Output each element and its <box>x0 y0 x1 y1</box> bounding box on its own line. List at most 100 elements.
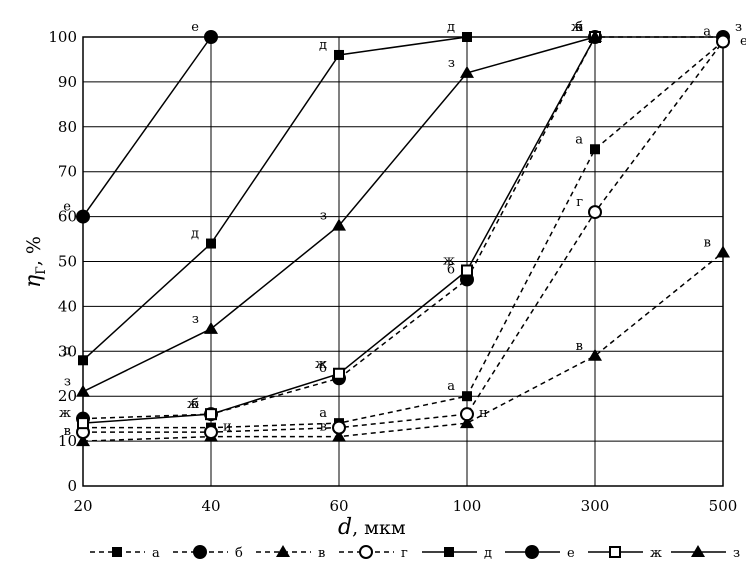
data-point <box>590 144 600 155</box>
data-point <box>76 209 90 224</box>
y-axis-unit: , % <box>23 236 45 266</box>
legend-label: е <box>567 546 575 561</box>
series-layer <box>76 30 730 447</box>
point-label: б <box>447 262 455 277</box>
data-point <box>461 264 473 277</box>
legend-label: д <box>484 546 492 561</box>
point-label: ж <box>59 406 71 421</box>
x-tick-label: 40 <box>201 497 220 515</box>
point-label: д <box>319 38 327 53</box>
legend-marker <box>112 547 122 557</box>
data-point <box>460 65 474 78</box>
y-tick-label: 50 <box>58 253 77 271</box>
legend-label: з <box>733 546 740 561</box>
y-tick-label: 100 <box>48 28 77 46</box>
y-tick-label: 10 <box>58 432 77 450</box>
legend-label: а <box>152 546 160 561</box>
x-tick-label: 500 <box>709 497 738 515</box>
data-point <box>332 218 346 231</box>
point-label: з <box>320 209 327 224</box>
data-point <box>204 30 218 44</box>
data-point <box>462 32 472 42</box>
point-label: ж <box>443 253 455 268</box>
legend-item-д: д <box>422 546 492 561</box>
data-point <box>78 355 88 366</box>
y-axis-var: η <box>21 275 46 288</box>
point-label: б <box>319 361 327 376</box>
point-label: ж <box>315 357 327 372</box>
plot-frame <box>82 36 724 487</box>
x-tick-label: 100 <box>453 497 482 515</box>
legend-marker <box>193 545 207 559</box>
point-label: в <box>704 236 711 251</box>
data-point <box>76 434 90 447</box>
legend-label: в <box>318 546 325 561</box>
point-label: а <box>703 24 711 39</box>
x-axis-label: d, мкм <box>338 515 406 540</box>
legend-item-а: а <box>90 546 160 561</box>
data-point <box>588 30 602 42</box>
y-tick-label: 20 <box>58 387 77 405</box>
data-point <box>204 321 218 334</box>
data-point <box>460 416 474 429</box>
x-tick-label: 300 <box>581 497 610 515</box>
legend-marker <box>691 545 705 557</box>
x-tick-labels: 20 40 60 100 300 500 <box>73 497 737 515</box>
x-tick-label: 20 <box>73 497 92 515</box>
y-tick-label: 90 <box>58 73 77 91</box>
point-label: д <box>191 227 199 242</box>
point-label: д <box>447 20 455 35</box>
point-label: з <box>192 312 199 327</box>
data-point <box>206 238 216 249</box>
y-tick-label: 30 <box>58 342 77 360</box>
legend-label: б <box>235 546 243 561</box>
y-tick-label: 60 <box>58 208 77 226</box>
data-point <box>462 391 472 402</box>
legend-item-б: б <box>173 545 243 561</box>
y-axis-sub: Г <box>34 266 49 275</box>
y-tick-label: 40 <box>58 297 77 315</box>
legend: а б в г д е ж з <box>90 545 740 561</box>
y-axis-label: ηГ, % <box>21 236 49 288</box>
data-point <box>460 407 474 422</box>
point-label: з <box>64 375 71 390</box>
y-tick-label: 80 <box>58 118 77 136</box>
x-axis-var: d <box>338 515 352 540</box>
legend-item-ж: ж <box>588 546 662 561</box>
grid <box>82 36 724 487</box>
series-ж <box>77 31 601 430</box>
point-label: ж <box>187 397 199 412</box>
x-axis-unit: , мкм <box>352 517 406 539</box>
y-tick-label: 0 <box>67 477 77 495</box>
series-з <box>76 30 602 397</box>
legend-item-е: е <box>505 545 575 561</box>
point-label: е <box>191 20 199 35</box>
data-point <box>204 425 218 440</box>
series-г <box>76 34 730 440</box>
point-label: е <box>63 200 71 215</box>
legend-marker <box>609 546 621 558</box>
legend-item-з: з <box>671 545 740 561</box>
data-point <box>77 417 89 430</box>
series-а <box>78 36 728 433</box>
legend-item-г: г <box>339 545 408 561</box>
legend-marker <box>525 545 539 559</box>
data-point <box>333 367 345 380</box>
point-label: а <box>319 406 327 421</box>
point-label: д <box>63 343 71 358</box>
series-line <box>82 36 723 420</box>
point-label: а <box>575 132 583 147</box>
x-tick-label: 60 <box>329 497 348 515</box>
point-label: г <box>576 195 583 210</box>
point-label: в <box>576 339 583 354</box>
legend-label: ж <box>650 546 662 561</box>
series-line <box>83 41 724 433</box>
point-label: б <box>575 20 583 35</box>
series-line <box>82 36 212 218</box>
point-label: з <box>576 20 583 35</box>
point-label: е <box>740 34 746 49</box>
data-point <box>332 420 346 435</box>
point-label: ж <box>571 20 583 35</box>
